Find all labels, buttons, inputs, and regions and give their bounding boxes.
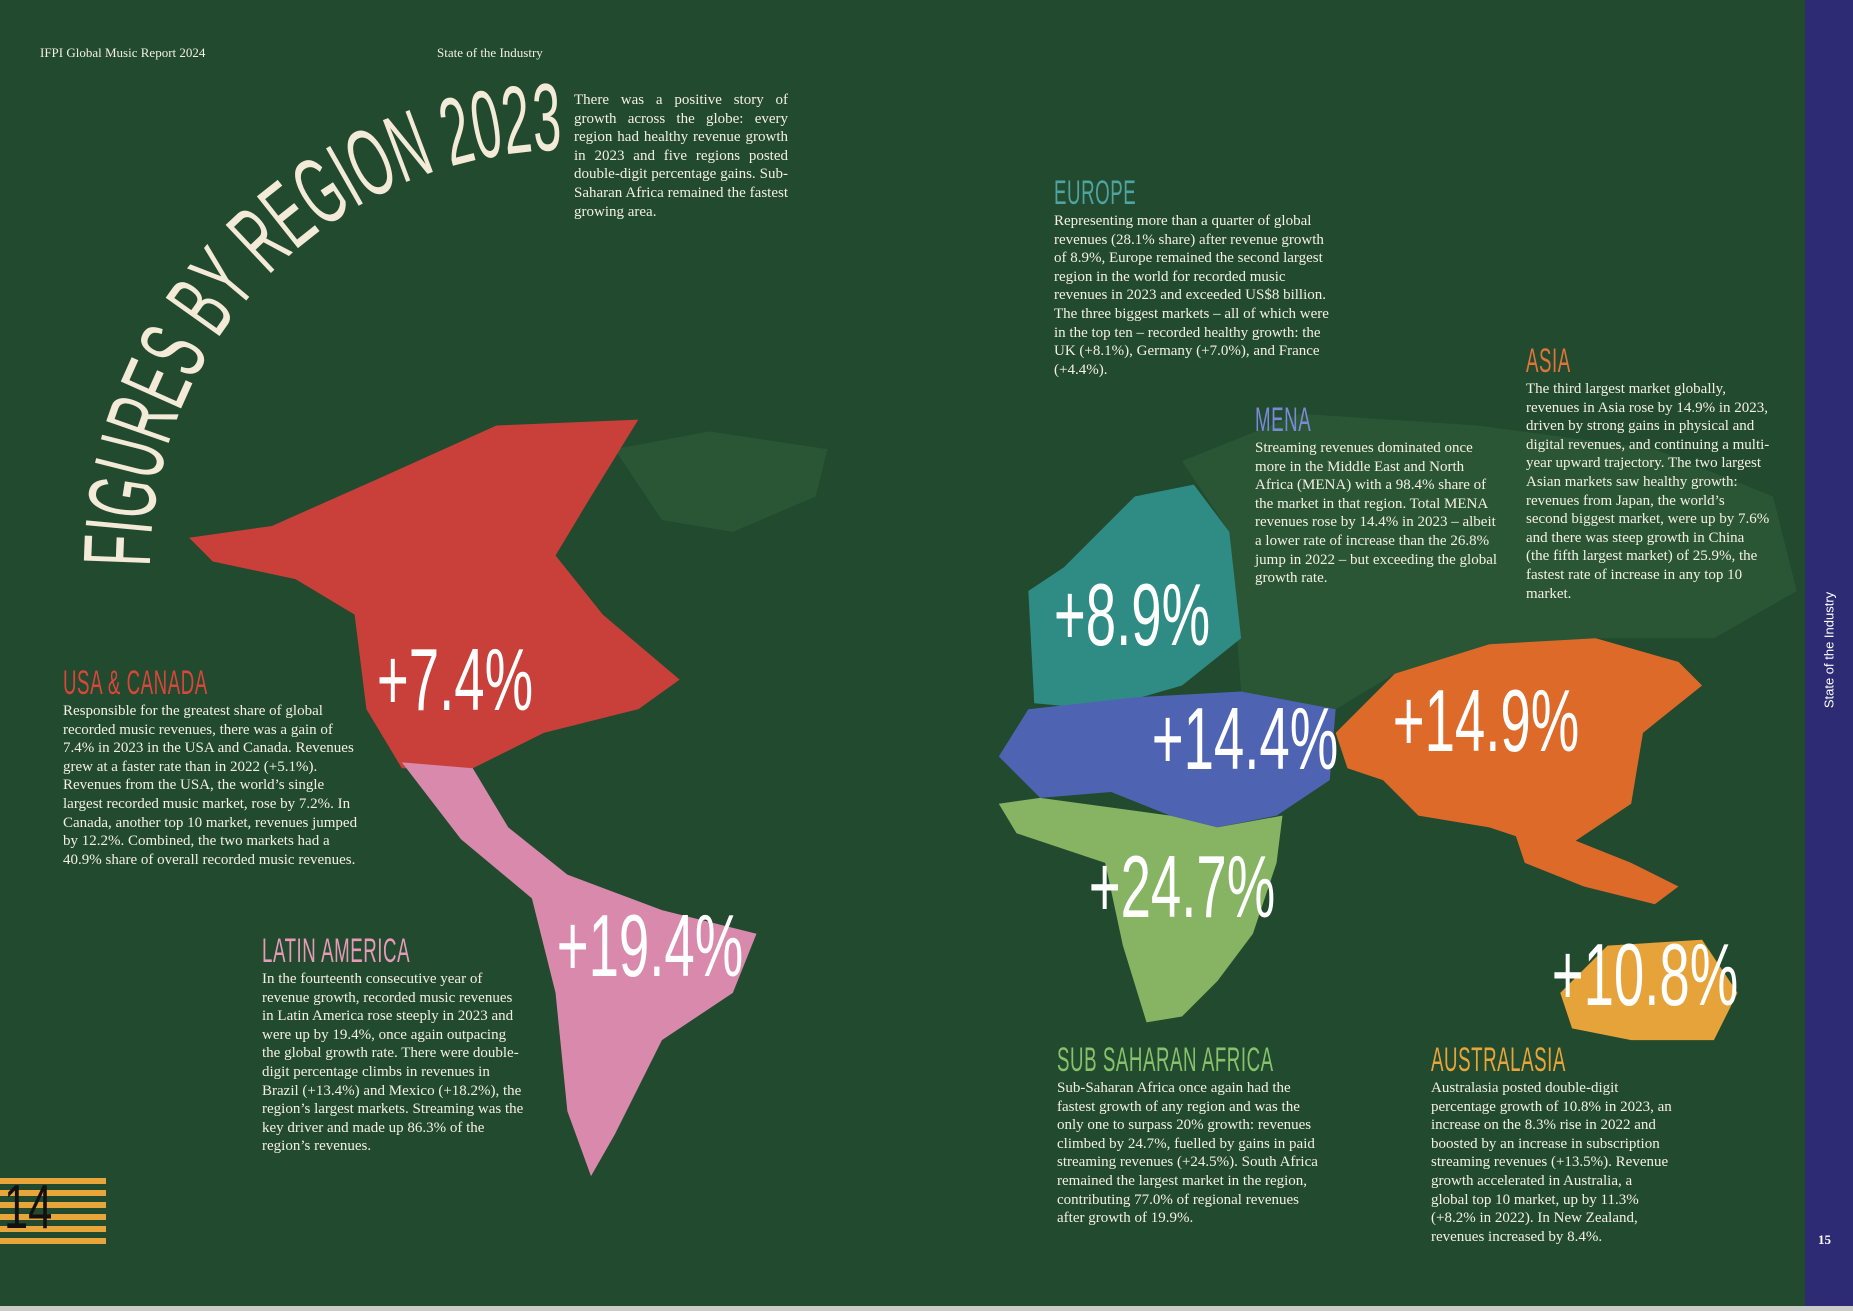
europe [1028,484,1242,710]
sidebar [1805,0,1853,1311]
header-left: IFPI Global Music Report 2024 [40,45,206,60]
bottom-edge [0,1306,1853,1311]
region-text: Streaming revenues dominated once more i… [1255,440,1498,587]
region-heading: ASIA [1526,342,1571,380]
region-heading: AUSTRALASIA [1431,1041,1566,1079]
intro: There was a positive story of growth acr… [574,92,788,220]
region-text: In the fourteenth consecutive year of re… [262,971,524,1155]
region-text: Sub-Saharan Africa once again had the fa… [1057,1080,1318,1227]
region-growth: +14.9% [1392,671,1580,770]
region-growth: +7.4% [376,630,534,729]
region-growth: +10.8% [1551,925,1739,1024]
latin-america [401,762,757,1177]
region-text: Representing more than a quarter of glob… [1054,213,1329,378]
sidebar-label: State of the Industry [1821,591,1837,709]
russia [1182,413,1797,710]
region-text: Responsible for the greatest share of gl… [63,703,358,868]
sub-saharan-africa [998,797,1283,1023]
region-growth: +8.9% [1053,565,1211,664]
region-heading: EUROPE [1054,174,1137,212]
region-growth: +24.7% [1088,837,1276,936]
region-growth: +14.4% [1151,689,1339,788]
region-growth: +19.4% [556,896,744,995]
north-america [189,419,680,769]
region-heading: USA & CANADA [63,664,208,702]
header-center: State of the Industry [437,45,543,60]
page-number-left: 14 [4,1173,53,1242]
australia [1560,939,1738,1041]
region-heading: MENA [1255,401,1312,439]
region-heading: LATIN AMERICA [262,932,411,970]
region-text: Australasia posted double-digit percenta… [1431,1080,1672,1245]
asia [1335,638,1703,852]
page-left-stripes [0,1178,106,1244]
page-number-right: 15 [1818,1232,1831,1247]
asia-islands [1512,827,1679,905]
region-text: The third largest market globally, reven… [1526,381,1770,602]
greenland [614,431,828,532]
mena [998,691,1336,828]
world-map [189,413,1797,1177]
region-heading: SUB SAHARAN AFRICA [1057,1041,1274,1079]
